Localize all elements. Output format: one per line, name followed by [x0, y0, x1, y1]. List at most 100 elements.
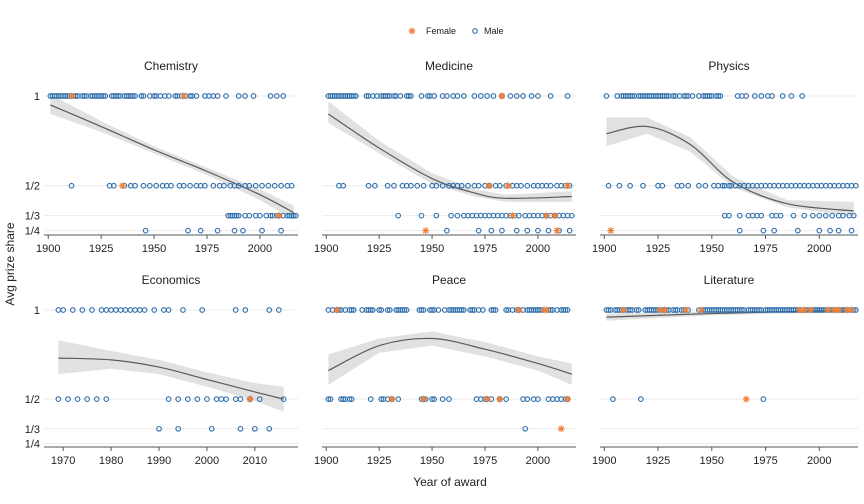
male-point: [132, 182, 138, 189]
male-point: [515, 212, 522, 219]
male-point: [348, 307, 355, 313]
male-point: [271, 182, 278, 189]
panel-title-peace: Peace: [432, 273, 466, 287]
female-point: [422, 227, 430, 235]
female-point-stroke-d2: [505, 182, 512, 189]
male-point: [418, 93, 425, 99]
male-point: [627, 307, 633, 313]
female-point-stroke-d2: [558, 425, 565, 432]
male-point: [405, 93, 412, 99]
female-point: [504, 182, 512, 190]
male-point: [221, 182, 227, 189]
female-point: [661, 306, 668, 314]
male-point: [439, 182, 446, 189]
female-point: [800, 306, 808, 314]
male-point: [199, 307, 206, 313]
female-point: [388, 395, 396, 403]
male-point: [477, 93, 484, 99]
male-point: [372, 182, 378, 189]
male-point: [663, 93, 670, 99]
male-point: [475, 227, 482, 234]
male-point: [756, 307, 762, 313]
female-point: [682, 306, 690, 314]
female-point: [509, 212, 516, 220]
male-point: [799, 93, 805, 99]
male-point: [564, 93, 571, 99]
male-point: [513, 93, 520, 99]
female-point: [564, 182, 571, 190]
female-point-stroke-d2: [743, 396, 750, 402]
male-point: [180, 307, 186, 313]
male-point: [672, 307, 679, 313]
male-point: [367, 396, 374, 402]
female-point-stroke-d2: [698, 307, 704, 313]
confidence-band-medicine: [328, 101, 572, 202]
female-point-stroke-d2: [657, 307, 664, 313]
female-point-stroke-d2: [825, 307, 831, 313]
female-point-stroke-d2: [661, 307, 668, 313]
male-point: [822, 212, 829, 219]
x-tick-label: 1990: [147, 455, 171, 467]
x-tick-label: 1950: [142, 243, 166, 255]
male-point: [751, 93, 758, 99]
x-tick-label: 1950: [420, 243, 444, 255]
x-tick-label: 1980: [99, 455, 123, 467]
male-point: [153, 182, 160, 189]
panel-title-medicine: Medicine: [425, 59, 473, 73]
male-point: [84, 396, 90, 402]
x-tick-label: 1975: [195, 243, 219, 255]
male-point: [246, 212, 253, 219]
male-point: [777, 212, 784, 219]
female-point: [807, 306, 815, 314]
male-point: [490, 307, 497, 313]
male-point: [363, 93, 370, 99]
male-point: [496, 182, 503, 189]
confidence-band-physics: [606, 117, 854, 217]
x-tick-label: 1950: [420, 455, 444, 467]
male-point: [384, 93, 391, 99]
male-point: [100, 93, 107, 99]
male-point: [454, 212, 461, 219]
female-point: [118, 182, 126, 190]
panel-literature: Literature 1900 1925 1950 1975 2000: [592, 273, 859, 467]
male-point: [280, 93, 287, 99]
female-point-stroke-d2: [509, 212, 516, 219]
male-point: [627, 182, 633, 189]
male-point: [850, 212, 857, 219]
male-point: [524, 396, 531, 402]
female-point-stroke-d2: [496, 396, 503, 402]
x-tick-label: 1925: [646, 455, 670, 467]
male-point: [840, 212, 846, 219]
male-point: [418, 307, 425, 313]
male-point: [522, 425, 529, 432]
male-point: [141, 307, 148, 313]
male-point: [210, 182, 217, 189]
male-point: [520, 93, 526, 99]
x-axis-title: Year of award: [413, 475, 487, 489]
male-point: [535, 227, 541, 234]
male-point: [180, 182, 187, 189]
male-point: [420, 182, 427, 189]
male-point: [488, 227, 495, 234]
male-point: [809, 212, 816, 219]
legend-female-asterisk: [408, 27, 416, 35]
female-point: [557, 425, 565, 433]
female-point-stroke-d2: [543, 307, 550, 313]
male-point: [418, 212, 425, 219]
male-point: [717, 93, 724, 99]
male-point: [290, 212, 297, 219]
male-point: [367, 307, 374, 313]
male-point: [340, 182, 347, 189]
female-point-stroke-d2: [247, 396, 253, 402]
y-tick-label: 1/3: [25, 211, 40, 223]
male-point: [348, 396, 355, 402]
male-point: [151, 93, 157, 99]
male-point: [769, 93, 775, 99]
female-point-stroke-d2: [554, 227, 560, 234]
male-point: [103, 396, 110, 402]
male-point: [816, 227, 823, 234]
panel-medicine: Medicine 1900 1925 1950 1975 2000: [314, 59, 576, 255]
male-point: [513, 227, 520, 234]
female-point-stroke-d2: [620, 307, 627, 313]
